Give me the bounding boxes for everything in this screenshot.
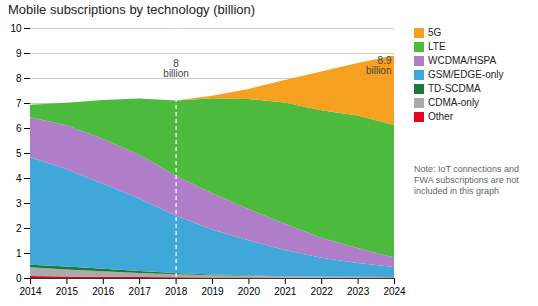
svg-text:5: 5 [16, 148, 22, 159]
svg-text:9: 9 [16, 48, 22, 59]
html-text:CDMA-only: CDMA-only [428, 97, 480, 108]
svg-text:8billion: 8billion [163, 58, 189, 79]
svg-text:10: 10 [10, 23, 22, 34]
svg-text:2015: 2015 [56, 286, 79, 297]
svg-text:3: 3 [16, 198, 22, 209]
svg-text:2016: 2016 [92, 286, 115, 297]
svg-text:8: 8 [16, 73, 22, 84]
svg-text:2021: 2021 [274, 286, 297, 297]
svg-text:4: 4 [16, 173, 22, 184]
html-text:TD-SCDMA: TD-SCDMA [428, 83, 481, 94]
svg-text:8.9billion: 8.9billion [366, 55, 392, 76]
html-text:5G: 5G [428, 27, 442, 38]
svg-text:2014: 2014 [19, 286, 42, 297]
svg-text:1: 1 [16, 248, 22, 259]
svg-text:2017: 2017 [129, 286, 152, 297]
svg-text:2018: 2018 [165, 286, 188, 297]
html-text:Mobile subscriptions by techno: Mobile subscriptions by technology (bill… [8, 2, 256, 17]
svg-text:7: 7 [16, 98, 22, 109]
html-text:GSM/EDGE-only: GSM/EDGE-only [428, 69, 504, 80]
html-text:Other: Other [428, 111, 453, 122]
svg-text:2022: 2022 [311, 286, 334, 297]
svg-text:2: 2 [16, 223, 22, 234]
svg-text:2023: 2023 [347, 286, 370, 297]
svg-text:2020: 2020 [238, 286, 261, 297]
html-text:WCDMA/HSPA: WCDMA/HSPA [428, 55, 497, 66]
html-text:Note: IoT connections and FWA: Note: IoT connections and FWA subscripti… [414, 164, 519, 196]
svg-text:0: 0 [16, 273, 22, 284]
svg-text:6: 6 [16, 123, 22, 134]
html-text:LTE: LTE [428, 41, 446, 52]
svg-text:2019: 2019 [201, 286, 224, 297]
svg-text:2024: 2024 [383, 286, 406, 297]
